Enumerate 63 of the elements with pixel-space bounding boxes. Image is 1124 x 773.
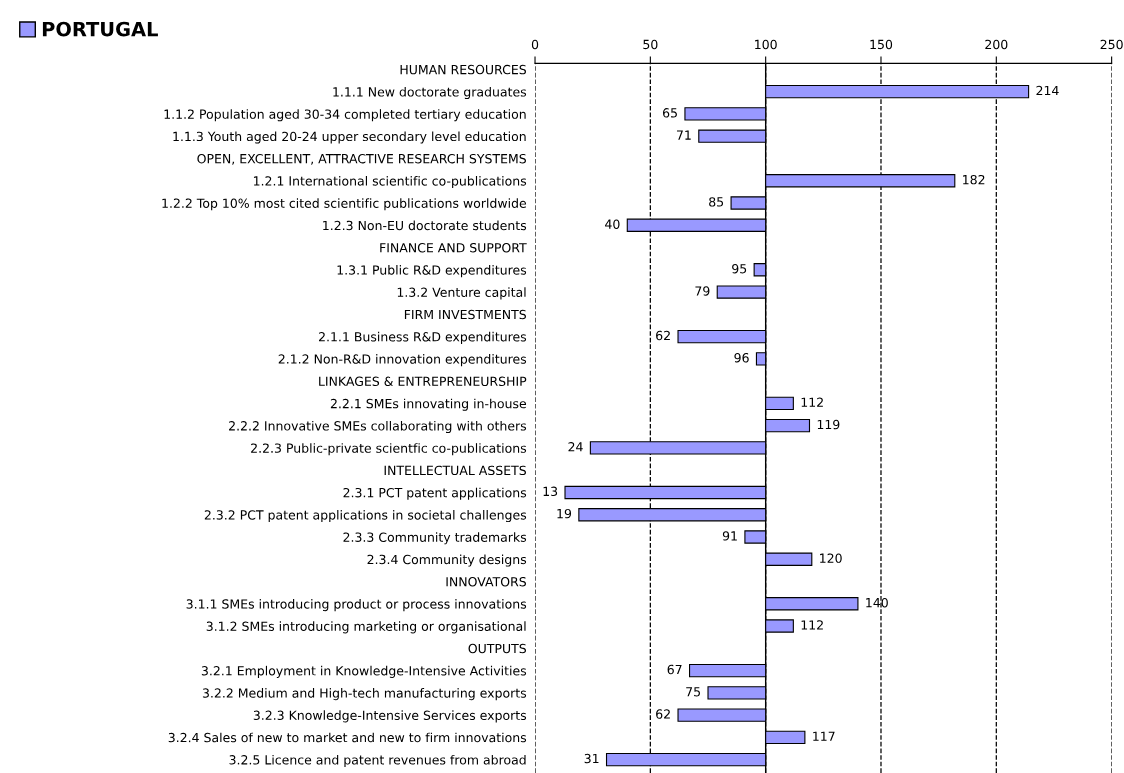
y-tick-label: 3.2.1 Employment in Knowledge-Intensive Activities <box>201 665 527 678</box>
y-tick-label: 3.2.4 Sales of new to market and new to firm innovations <box>168 732 527 743</box>
data-label: 79 <box>695 286 710 296</box>
y-tick-label: 2.1.2 Non-R&D innovation expenditures <box>278 354 527 367</box>
data-label: 13 <box>543 486 558 497</box>
data-label: 40 <box>605 219 620 229</box>
data-label: 214 <box>1036 85 1059 96</box>
y-tick-label: 2.3.1 PCT patent applications <box>343 487 527 500</box>
y-tick-label: 3.2.5 Licence and patent revenues from abroad <box>229 754 526 767</box>
y-tick-label: HUMAN RESOURCES <box>400 64 526 75</box>
x-tick-label: 200 <box>985 39 1008 50</box>
y-tick-label: LINKAGES & ENTREPRENEURSHIP <box>319 376 527 387</box>
data-label: 112 <box>801 620 823 630</box>
y-tick-label: 1.2.1 International scientific co-publications <box>253 175 527 189</box>
y-tick-label: 1.3.2 Venture capital <box>397 287 526 300</box>
data-label: 62 <box>656 330 670 341</box>
y-tick-label: 1.2.3 Non-EU doctorate students <box>323 220 527 231</box>
data-label: 62 <box>656 709 670 719</box>
y-tick-label: 2.1.1 Business R&D expenditures <box>319 331 527 344</box>
data-label: 19 <box>557 508 572 519</box>
y-tick-label: INTELLECTUAL ASSETS <box>384 465 526 476</box>
data-label: 140 <box>866 597 888 608</box>
data-label: 75 <box>686 687 700 697</box>
y-tick-label: FINANCE AND SUPPORT <box>380 243 527 253</box>
y-tick-label: 2.3.2 PCT patent applications in societal challenges <box>204 509 527 523</box>
data-label: 120 <box>820 553 842 563</box>
y-tick-label: 3.1.2 SMEs introducing marketing or organisational <box>206 621 526 634</box>
x-tick-label: 50 <box>643 39 658 50</box>
y-tick-label: 2.2.3 Public-private scientfic co-publications <box>251 443 527 456</box>
data-label: 71 <box>676 130 691 140</box>
data-label: 117 <box>813 731 835 741</box>
y-tick-label: 3.1.1 SMEs introducing product or process innovations <box>186 599 527 612</box>
y-tick-label: 2.3.3 Community trademarks <box>343 532 527 545</box>
data-label: 91 <box>722 531 737 541</box>
y-tick-label: 1.1.1 New doctorate graduates <box>333 86 527 100</box>
x-tick-label: 150 <box>870 39 893 50</box>
y-tick-label: 1.2.2 Top 10% most cited scientific publications worldwide <box>162 198 527 211</box>
data-label: 112 <box>801 397 823 407</box>
y-tick-label: 3.2.2 Medium and High-tech manufacturing exports <box>202 688 527 701</box>
data-label: 24 <box>568 442 583 452</box>
x-tick-label: 100 <box>755 39 777 50</box>
data-label: 31 <box>584 753 599 764</box>
data-label: 96 <box>734 353 749 363</box>
x-tick-label: 250 <box>1100 39 1123 50</box>
data-label: 85 <box>709 197 724 207</box>
y-tick-label: 1.1.3 Youth aged 20-24 upper secondary level education <box>173 131 526 144</box>
data-label: 182 <box>963 174 985 185</box>
data-label: 95 <box>732 263 747 274</box>
y-tick-label: OPEN, EXCELLENT, ATTRACTIVE RESEARCH SYSTEMS <box>197 153 526 165</box>
y-tick-label: 2.3.4 Community designs <box>367 554 527 567</box>
y-tick-label: 1.3.1 Public R&D expenditures <box>337 265 527 278</box>
y-tick-label: 1.1.2 Population aged 30-34 completed tertiary education <box>164 109 526 122</box>
data-label: 119 <box>817 419 840 430</box>
y-tick-label: FIRM INVESTMENTS <box>404 309 526 320</box>
legend-label: PORTUGAL <box>42 21 158 37</box>
y-tick-label: 3.2.3 Knowledge-Intensive Services exports <box>253 710 527 723</box>
y-tick-label: 2.2.2 Innovative SMEs collaborating with others <box>229 420 527 433</box>
data-label: 67 <box>667 664 682 675</box>
y-tick-label: OUTPUTS <box>468 643 526 654</box>
x-tick-label: 0 <box>531 39 539 50</box>
data-label: 65 <box>662 108 677 118</box>
y-tick-label: INNOVATORS <box>446 576 526 587</box>
y-tick-label: 2.2.1 SMEs innovating in-house <box>330 398 527 411</box>
